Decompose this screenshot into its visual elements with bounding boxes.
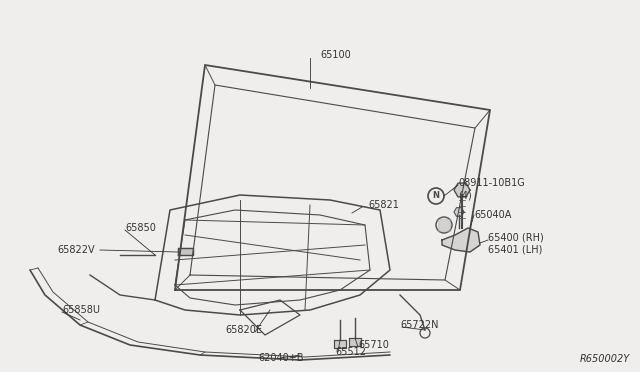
Text: 65722N: 65722N <box>400 320 438 330</box>
Text: 65822V: 65822V <box>58 245 95 255</box>
Polygon shape <box>349 338 361 346</box>
Text: 65040A: 65040A <box>474 210 511 220</box>
Text: 62040+B: 62040+B <box>258 353 303 363</box>
Polygon shape <box>334 340 346 348</box>
Text: (4): (4) <box>458 191 472 201</box>
Text: 65820E: 65820E <box>225 325 262 335</box>
Polygon shape <box>454 208 464 217</box>
Text: 65850: 65850 <box>125 223 156 233</box>
Text: 65512: 65512 <box>335 347 366 357</box>
Polygon shape <box>454 183 470 197</box>
Polygon shape <box>442 228 480 252</box>
Polygon shape <box>178 248 193 255</box>
Text: 65821: 65821 <box>368 200 399 210</box>
Text: 65400 (RH): 65400 (RH) <box>488 232 544 242</box>
Text: N: N <box>433 192 440 201</box>
Polygon shape <box>438 219 450 231</box>
Text: 65100: 65100 <box>320 50 351 60</box>
Text: R650002Y: R650002Y <box>580 354 630 364</box>
Text: 65401 (LH): 65401 (LH) <box>488 244 542 254</box>
Text: 65858U: 65858U <box>62 305 100 315</box>
Text: 08911-10B1G: 08911-10B1G <box>458 178 525 188</box>
Text: 65710: 65710 <box>358 340 389 350</box>
